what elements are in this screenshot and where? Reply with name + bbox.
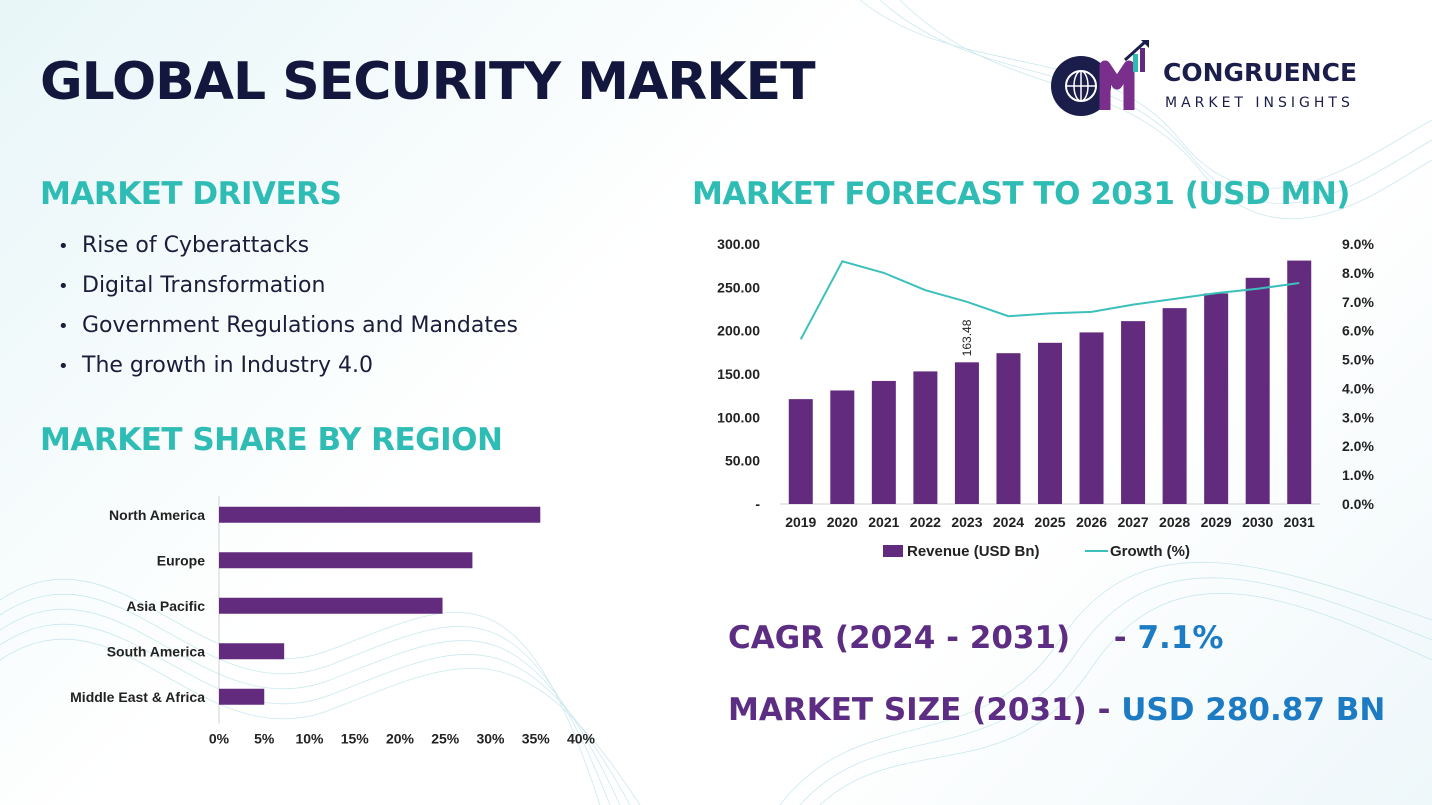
- y-left-tick-label: 150.00: [717, 366, 760, 382]
- forecast-heading: MARKET FORECAST TO 2031 (USD MN): [692, 176, 1350, 212]
- region-share-chart: North America Europe Asia Pacific South Ame…: [70, 496, 596, 747]
- y-left-tick-label: -: [755, 496, 760, 512]
- x-tick-label: 2023: [951, 514, 982, 530]
- bar: [1162, 308, 1187, 504]
- x-tick-label: 0%: [209, 731, 230, 747]
- category-label: South America: [107, 643, 205, 659]
- market-size-separator: -: [1097, 692, 1111, 728]
- x-tick-label: 5%: [254, 731, 275, 747]
- driver-text: Digital Transformation: [82, 273, 326, 298]
- bar: [954, 362, 979, 504]
- market-size-kpi: MARKET SIZE (2031) - USD 280.87 BN: [728, 692, 1385, 728]
- category-label: Middle East & Africa: [70, 689, 205, 705]
- legend-label: Revenue (USD Bn): [907, 543, 1040, 560]
- x-tick-label: 40%: [567, 731, 596, 747]
- market-drivers-heading: MARKET DRIVERS: [40, 176, 342, 212]
- bullet-icon: •: [58, 356, 69, 377]
- x-tick-label: 2030: [1242, 514, 1273, 530]
- y-right-tick-label: 8.0%: [1342, 265, 1374, 281]
- x-tick-label: 2021: [868, 514, 899, 530]
- y-left-tick-label: 100.00: [717, 409, 760, 425]
- bar: [219, 688, 265, 705]
- bar: [219, 506, 541, 523]
- bullet-icon: •: [58, 316, 69, 337]
- growth-line: [799, 260, 1300, 340]
- bar: [1121, 321, 1146, 504]
- x-tick-label: 2026: [1076, 514, 1107, 530]
- y-right-tick-label: 4.0%: [1342, 380, 1374, 396]
- list-item: • Government Regulations and Mandates: [58, 310, 518, 350]
- driver-text: The growth in Industry 4.0: [82, 353, 373, 378]
- y-right-tick-label: 6.0%: [1342, 323, 1374, 339]
- y-right-tick-label: 0.0%: [1342, 496, 1374, 512]
- x-tick-label: 2024: [993, 514, 1024, 530]
- x-tick-label: 10%: [295, 731, 324, 747]
- legend-swatch-revenue: [883, 545, 903, 557]
- x-tick-label: 2029: [1201, 514, 1232, 530]
- x-tick-label: 20%: [386, 731, 415, 747]
- bar: [830, 390, 855, 504]
- y-right-tick-label: 5.0%: [1342, 352, 1374, 368]
- x-tick-label: 2027: [1117, 514, 1148, 530]
- bar: [996, 353, 1021, 504]
- y-left-tick-label: 200.00: [717, 323, 760, 339]
- bar: [788, 399, 813, 504]
- market-size-label: MARKET SIZE (2031): [728, 692, 1087, 728]
- bullet-icon: •: [58, 236, 69, 257]
- y-right-tick-label: 7.0%: [1342, 294, 1374, 310]
- y-right-tick-label: 9.0%: [1342, 236, 1374, 252]
- x-tick-label: 2028: [1159, 514, 1190, 530]
- x-tick-label: 15%: [341, 731, 370, 747]
- cagr-label: CAGR (2024 - 2031): [728, 620, 1071, 656]
- region-share-heading: MARKET SHARE BY REGION: [40, 422, 503, 458]
- logo-name: CONGRUENCE: [1163, 58, 1358, 87]
- bar: [1079, 332, 1104, 504]
- x-tick-label: 25%: [431, 731, 460, 747]
- y-left-tick-label: 300.00: [717, 236, 760, 252]
- category-label: North America: [109, 507, 205, 523]
- company-logo: CONGRUENCE MARKET INSIGHTS: [1045, 40, 1405, 120]
- bar: [219, 552, 473, 569]
- x-tick-label: 2022: [910, 514, 941, 530]
- bar: [1038, 342, 1062, 504]
- x-tick-label: 2019: [785, 514, 816, 530]
- x-tick-label: 2025: [1034, 514, 1065, 530]
- globe-bar-chart-logo-icon: [1051, 40, 1149, 116]
- y-right-tick-label: 1.0%: [1342, 467, 1374, 483]
- list-item: • Digital Transformation: [58, 270, 518, 310]
- y-right-tick-label: 2.0%: [1342, 438, 1374, 454]
- bar: [219, 643, 285, 660]
- logo-subtitle: MARKET INSIGHTS: [1165, 95, 1354, 111]
- y-left-tick-label: 50.00: [725, 453, 760, 469]
- driver-text: Rise of Cyberattacks: [82, 233, 310, 258]
- y-left-tick-label: 250.00: [717, 279, 760, 295]
- x-tick-label: 2020: [827, 514, 858, 530]
- list-item: • Rise of Cyberattacks: [58, 230, 518, 270]
- y-right-tick-label: 3.0%: [1342, 409, 1374, 425]
- bar: [871, 380, 896, 504]
- legend-label: Growth (%): [1110, 543, 1190, 560]
- bullet-icon: •: [58, 276, 69, 297]
- bar: [219, 597, 443, 614]
- list-item: • The growth in Industry 4.0: [58, 350, 518, 390]
- forecast-chart: - 50.00 100.00 150.00 200.00 250.00 300.00 0.0%…: [717, 236, 1374, 560]
- bar: [913, 371, 938, 504]
- driver-text: Government Regulations and Mandates: [82, 313, 518, 338]
- data-label: 163.48: [960, 319, 974, 356]
- cagr-kpi: CAGR (2024 - 2031) - 7.1%: [728, 620, 1223, 656]
- cagr-separator: -: [1113, 620, 1127, 656]
- category-label: Europe: [157, 552, 205, 568]
- x-tick-label: 35%: [522, 731, 551, 747]
- category-label: Asia Pacific: [126, 598, 205, 614]
- bar: [1287, 260, 1312, 504]
- page-title: GLOBAL SECURITY MARKET: [40, 52, 816, 112]
- bar: [1245, 277, 1270, 504]
- market-drivers-list: • Rise of Cyberattacks • Digital Transform…: [58, 230, 518, 390]
- x-tick-label: 2031: [1284, 514, 1315, 530]
- cagr-value: 7.1%: [1137, 620, 1224, 656]
- bar: [1204, 293, 1229, 504]
- market-size-value: USD 280.87 BN: [1121, 692, 1386, 728]
- x-tick-label: 30%: [476, 731, 505, 747]
